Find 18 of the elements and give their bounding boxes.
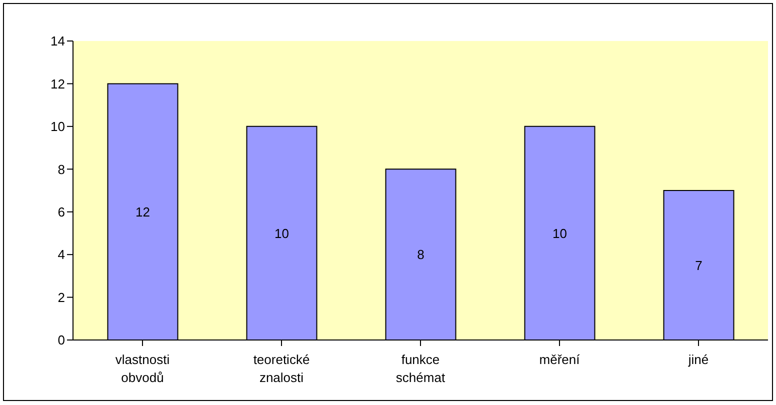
data-label: 8	[417, 247, 424, 262]
y-tick-label: 6	[58, 204, 65, 220]
data-label: 10	[274, 226, 289, 241]
x-tick-label: vlastnosti obvodů	[115, 352, 170, 385]
x-tick-label: funkce schémat	[396, 352, 446, 385]
data-label: 7	[695, 258, 702, 273]
data-label: 10	[552, 226, 567, 241]
y-tick-label: 4	[58, 247, 65, 262]
x-tick-label: měření	[539, 352, 580, 367]
y-tick-label: 10	[50, 119, 65, 134]
y-tick-label: 12	[50, 76, 65, 92]
y-tick-label: 2	[58, 290, 65, 305]
x-tick-label: jiné	[687, 352, 709, 367]
y-tick-label: 14	[50, 34, 65, 49]
y-tick-label: 0	[58, 332, 65, 348]
data-label: 12	[136, 204, 150, 220]
x-tick-label: teoretické znalosti	[253, 352, 310, 385]
y-tick-label: 8	[58, 162, 65, 177]
